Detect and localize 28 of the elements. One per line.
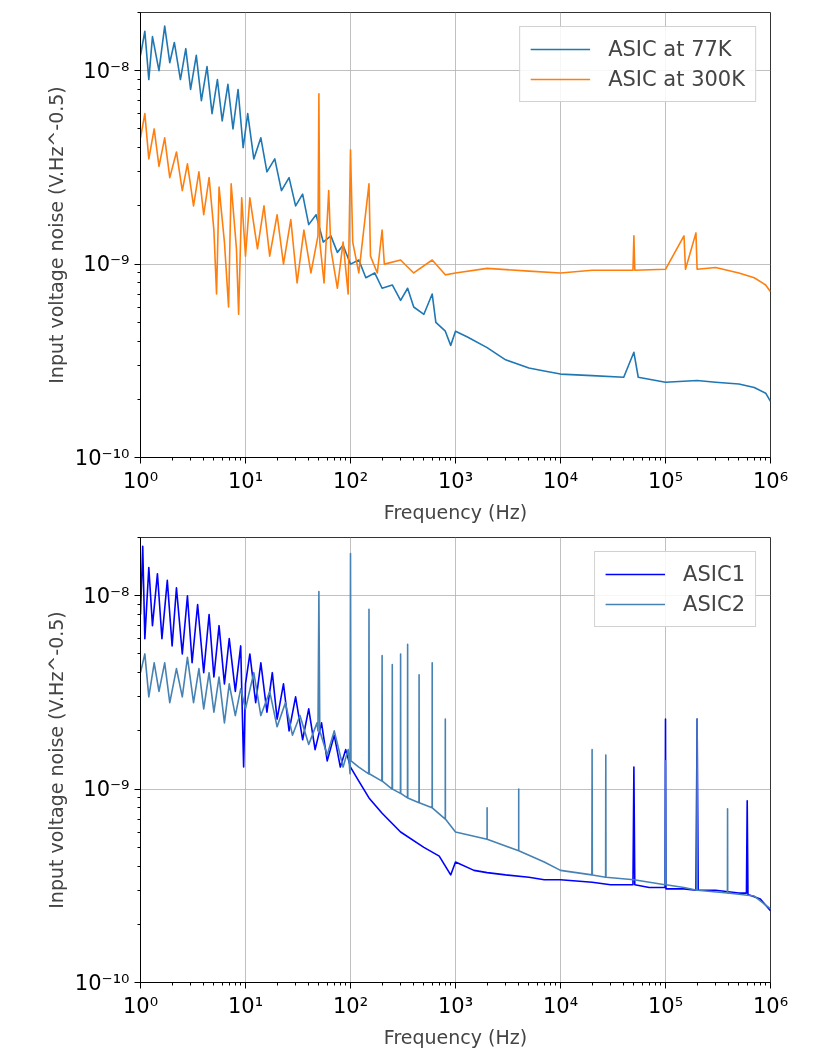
legend-label: ASIC at 300K — [608, 67, 745, 91]
x-tick-label: 10³ — [437, 468, 474, 493]
y-tick-label: 10⁻⁹ — [83, 252, 130, 277]
x-tick-label: 10⁵ — [647, 993, 684, 1018]
x-tick-label: 10⁴ — [542, 468, 579, 493]
x-tick-label: 10⁰ — [122, 468, 159, 493]
y-tick-label: 10⁻⁸ — [83, 58, 130, 83]
x-tick-label: 10² — [332, 993, 369, 1018]
x-tick-label: 10⁰ — [122, 993, 159, 1018]
y-tick-label: 10⁻¹⁰ — [74, 445, 130, 470]
y-tick-label: 10⁻⁸ — [83, 583, 130, 608]
x-axis-title: Frequency (Hz) — [383, 1025, 528, 1048]
x-tick-label: 10² — [332, 468, 369, 493]
legend-label: ASIC at 77K — [608, 37, 732, 61]
legend-label: ASIC1 — [683, 562, 745, 586]
y-axis-title: Input voltage noise (V.Hz^-0.5) — [44, 86, 67, 384]
x-tick-label: 10¹ — [227, 993, 264, 1018]
y-tick-label: 10⁻¹⁰ — [74, 970, 130, 995]
x-tick-label: 10⁶ — [752, 993, 789, 1018]
y-tick-label: 10⁻⁹ — [83, 777, 130, 802]
y-axis-title: Input voltage noise (V.Hz^-0.5) — [44, 611, 67, 909]
x-tick-label: 10³ — [437, 993, 474, 1018]
x-tick-label: 10¹ — [227, 468, 264, 493]
x-tick-label: 10⁶ — [752, 468, 789, 493]
x-tick-label: 10⁵ — [647, 468, 684, 493]
x-tick-label: 10⁴ — [542, 993, 579, 1018]
legend-label: ASIC2 — [683, 592, 745, 616]
x-axis-title: Frequency (Hz) — [383, 500, 528, 523]
